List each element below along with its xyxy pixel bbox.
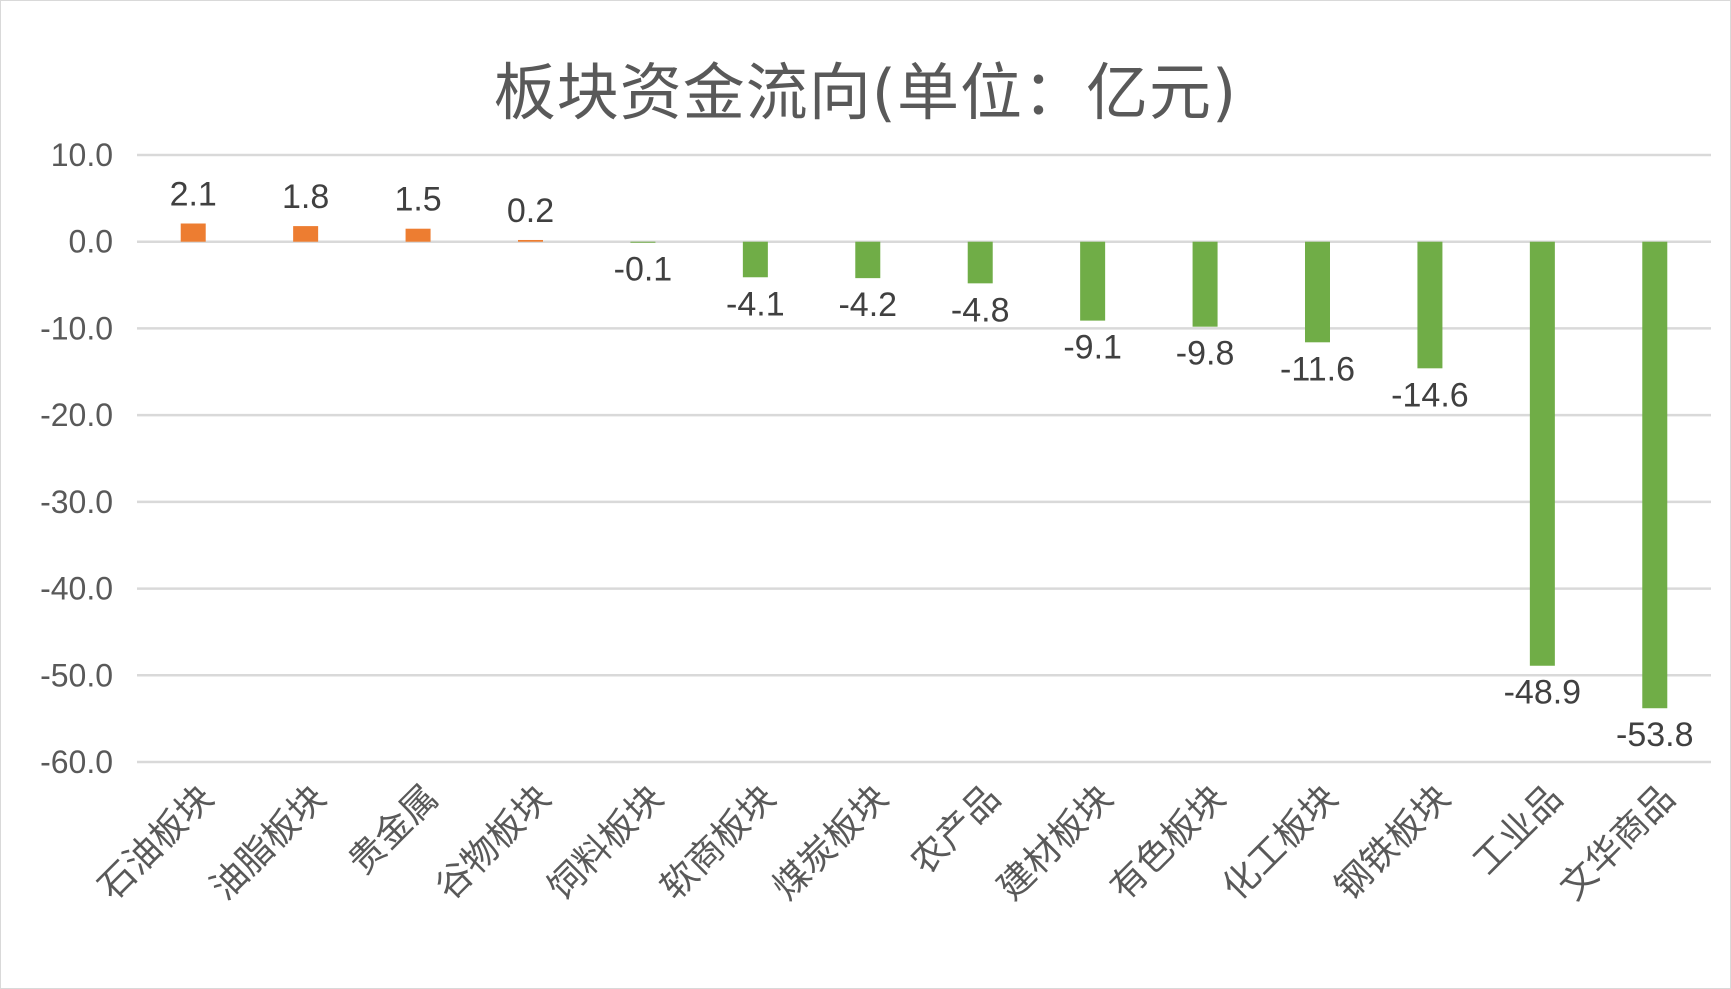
y-tick-label: -60.0 bbox=[40, 744, 113, 780]
y-tick-label: 10.0 bbox=[51, 137, 113, 173]
x-tick-label: 油脂板块 bbox=[203, 777, 334, 908]
chart-title: 板块资金流向(单位：亿元) bbox=[493, 56, 1238, 129]
data-label: -9.1 bbox=[1063, 329, 1122, 367]
y-tick-label: -20.0 bbox=[40, 397, 113, 433]
bar bbox=[1417, 241, 1443, 369]
bar bbox=[630, 241, 656, 243]
x-tick-label: 软商板块 bbox=[653, 777, 784, 908]
data-label: -4.1 bbox=[726, 285, 785, 323]
data-label: 0.2 bbox=[507, 192, 554, 230]
data-label: -48.9 bbox=[1504, 674, 1582, 712]
x-tick-label: 有色板块 bbox=[1103, 777, 1234, 908]
x-tick-label: 煤炭板块 bbox=[765, 777, 896, 908]
data-label: -4.2 bbox=[838, 286, 897, 324]
data-label: -4.8 bbox=[951, 291, 1010, 329]
data-label: 2.1 bbox=[170, 176, 217, 214]
bar bbox=[1080, 241, 1106, 321]
bar bbox=[855, 241, 881, 279]
bar bbox=[293, 226, 319, 242]
x-tick-label: 农产品 bbox=[903, 777, 1008, 882]
y-tick-label: -40.0 bbox=[40, 571, 113, 607]
x-tick-label: 贵金属 bbox=[341, 777, 446, 882]
data-label: 1.8 bbox=[282, 178, 329, 216]
y-tick-label: -30.0 bbox=[40, 484, 113, 520]
bar bbox=[742, 241, 768, 278]
bar bbox=[1642, 241, 1668, 709]
data-label: 1.5 bbox=[394, 181, 441, 219]
bar bbox=[518, 239, 543, 242]
bar bbox=[1192, 241, 1218, 327]
y-tick-label: 0.0 bbox=[69, 224, 113, 260]
x-tick-label: 化工板块 bbox=[1215, 777, 1346, 908]
x-tick-label: 建材板块 bbox=[990, 777, 1121, 908]
y-tick-label: -50.0 bbox=[40, 657, 113, 693]
x-tick-label: 工业品 bbox=[1465, 777, 1570, 882]
bar bbox=[180, 223, 206, 242]
bar bbox=[1305, 241, 1330, 343]
x-tick-label: 钢铁板块 bbox=[1327, 777, 1458, 908]
x-tick-label: 石油板块 bbox=[91, 777, 222, 908]
data-label: -14.6 bbox=[1391, 376, 1469, 414]
bar bbox=[1529, 241, 1555, 666]
x-tick-label: 谷物板块 bbox=[428, 777, 559, 908]
x-tick-label: 饲料板块 bbox=[540, 777, 671, 908]
data-label: -53.8 bbox=[1616, 716, 1694, 754]
x-tick-label: 文华商品 bbox=[1552, 777, 1683, 908]
data-label: -11.6 bbox=[1280, 350, 1355, 388]
bar bbox=[405, 228, 431, 242]
bar bbox=[967, 241, 993, 284]
data-label: -9.8 bbox=[1176, 335, 1235, 373]
y-tick-label: -10.0 bbox=[40, 310, 113, 346]
data-label: -0.1 bbox=[614, 251, 673, 289]
